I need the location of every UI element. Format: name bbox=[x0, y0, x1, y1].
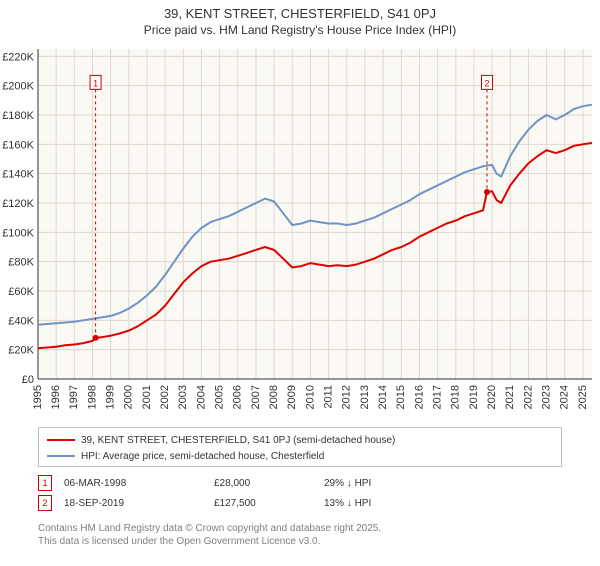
sale-date: 18-SEP-2019 bbox=[64, 498, 214, 509]
table-row: 2 18-SEP-2019 £127,500 13% ↓ HPI bbox=[38, 493, 562, 513]
svg-text:2018: 2018 bbox=[450, 385, 462, 409]
svg-text:2014: 2014 bbox=[377, 385, 389, 409]
svg-text:2012: 2012 bbox=[341, 385, 353, 409]
sale-price: £127,500 bbox=[214, 498, 324, 509]
svg-text:2009: 2009 bbox=[286, 385, 298, 409]
svg-text:1996: 1996 bbox=[50, 385, 62, 409]
svg-text:2023: 2023 bbox=[540, 385, 552, 409]
svg-text:1999: 1999 bbox=[105, 385, 117, 409]
svg-text:2010: 2010 bbox=[304, 385, 316, 409]
svg-text:£60K: £60K bbox=[8, 286, 34, 298]
svg-text:2019: 2019 bbox=[468, 385, 480, 409]
svg-text:2001: 2001 bbox=[141, 385, 153, 409]
svg-text:2015: 2015 bbox=[395, 385, 407, 409]
svg-text:2008: 2008 bbox=[268, 385, 280, 409]
svg-text:2016: 2016 bbox=[413, 385, 425, 409]
sale-price: £28,000 bbox=[214, 478, 324, 489]
line-chart: £0 £20K £40K £60K £80K £100K £120K £140K £160K £1… bbox=[0, 41, 600, 421]
svg-text:2013: 2013 bbox=[359, 385, 371, 409]
svg-text:2007: 2007 bbox=[250, 385, 262, 409]
marker-badge: 1 bbox=[38, 475, 52, 491]
legend-label: HPI: Average price, semi-detached house,… bbox=[81, 451, 324, 462]
svg-text:2003: 2003 bbox=[177, 385, 189, 409]
svg-text:2011: 2011 bbox=[323, 385, 335, 409]
marker-badge: 2 bbox=[38, 495, 52, 511]
svg-text:£100K: £100K bbox=[2, 227, 34, 239]
svg-text:£160K: £160K bbox=[2, 139, 34, 151]
svg-text:£120K: £120K bbox=[2, 198, 34, 210]
svg-text:1: 1 bbox=[93, 78, 98, 88]
svg-text:2022: 2022 bbox=[522, 385, 534, 409]
svg-text:£0: £0 bbox=[22, 374, 34, 386]
sale-date: 06-MAR-1998 bbox=[64, 478, 214, 489]
svg-text:2025: 2025 bbox=[577, 385, 589, 409]
svg-text:2004: 2004 bbox=[195, 385, 207, 409]
sale-diff: 29% ↓ HPI bbox=[324, 478, 444, 489]
legend-swatch bbox=[47, 455, 75, 457]
legend-label: 39, KENT STREET, CHESTERFIELD, S41 0PJ (… bbox=[81, 435, 395, 446]
svg-text:2000: 2000 bbox=[123, 385, 135, 409]
table-row: 1 06-MAR-1998 £28,000 29% ↓ HPI bbox=[38, 473, 562, 493]
legend: 39, KENT STREET, CHESTERFIELD, S41 0PJ (… bbox=[38, 427, 562, 467]
svg-text:£20K: £20K bbox=[8, 345, 34, 357]
legend-item: HPI: Average price, semi-detached house,… bbox=[47, 448, 553, 464]
title-main: 39, KENT STREET, CHESTERFIELD, S41 0PJ bbox=[0, 6, 600, 21]
svg-text:2002: 2002 bbox=[159, 385, 171, 409]
svg-text:2024: 2024 bbox=[559, 385, 571, 409]
title-sub: Price paid vs. HM Land Registry's House … bbox=[0, 23, 600, 37]
svg-text:2020: 2020 bbox=[486, 385, 498, 409]
svg-text:£200K: £200K bbox=[2, 81, 34, 93]
attribution-line: This data is licensed under the Open Gov… bbox=[38, 536, 562, 549]
svg-text:£220K: £220K bbox=[2, 51, 34, 63]
chart-container: £0 £20K £40K £60K £80K £100K £120K £140K £160K £1… bbox=[0, 41, 600, 421]
svg-text:2006: 2006 bbox=[232, 385, 244, 409]
svg-text:£180K: £180K bbox=[2, 110, 34, 122]
svg-text:£140K: £140K bbox=[2, 169, 34, 181]
svg-text:£80K: £80K bbox=[8, 257, 34, 269]
svg-text:2: 2 bbox=[485, 78, 490, 88]
attribution: Contains HM Land Registry data © Crown c… bbox=[38, 523, 562, 548]
legend-swatch bbox=[47, 439, 75, 441]
svg-text:2017: 2017 bbox=[432, 385, 444, 409]
attribution-line: Contains HM Land Registry data © Crown c… bbox=[38, 523, 562, 536]
svg-text:£40K: £40K bbox=[8, 315, 34, 327]
svg-text:1997: 1997 bbox=[68, 385, 80, 409]
legend-item: 39, KENT STREET, CHESTERFIELD, S41 0PJ (… bbox=[47, 432, 553, 448]
sale-diff: 13% ↓ HPI bbox=[324, 498, 444, 509]
svg-text:1995: 1995 bbox=[32, 385, 44, 409]
svg-text:2021: 2021 bbox=[504, 385, 516, 409]
svg-text:2005: 2005 bbox=[214, 385, 226, 409]
sales-markers-table: 1 06-MAR-1998 £28,000 29% ↓ HPI 2 18-SEP… bbox=[38, 473, 562, 513]
svg-text:1998: 1998 bbox=[86, 385, 98, 409]
